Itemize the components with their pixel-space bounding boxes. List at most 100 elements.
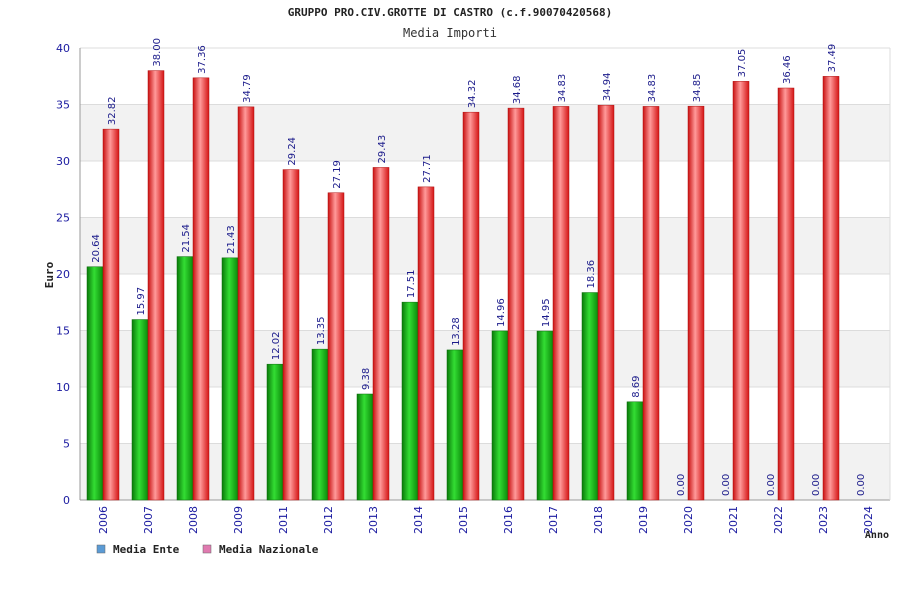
bar-media-nazionale <box>102 128 120 501</box>
y-axis-label: Euro <box>43 261 56 288</box>
x-tick-label: 2007 <box>142 506 155 534</box>
bar-media-nazionale <box>282 169 300 501</box>
x-tick-label: 2024 <box>862 506 875 534</box>
data-label: 0.00 <box>766 474 777 496</box>
bar-media-nazionale <box>192 77 210 501</box>
data-label: 37.49 <box>827 44 838 73</box>
x-tick-label: 2018 <box>592 506 605 534</box>
legend-swatch-media-nazionale <box>202 544 212 554</box>
y-tick-label: 15 <box>56 325 70 338</box>
bar-media-ente <box>266 363 284 501</box>
legend: Media Ente Media Nazionale <box>96 543 319 556</box>
data-label: 27.71 <box>422 154 433 183</box>
data-label: 0.00 <box>856 474 867 496</box>
x-tick-label: 2012 <box>322 506 335 534</box>
data-label: 34.83 <box>647 74 658 103</box>
data-label: 15.97 <box>136 287 147 316</box>
bar-media-nazionale <box>237 106 255 501</box>
data-label: 36.46 <box>782 55 793 84</box>
grid-band <box>80 330 890 387</box>
chart-subtitle: Media Importi <box>403 26 497 40</box>
x-tick-label: 2020 <box>682 506 695 534</box>
grid-band <box>80 104 890 161</box>
data-label: 18.36 <box>586 260 597 289</box>
y-axis-ticks: 0 5 10 15 20 25 30 35 40 <box>56 42 70 507</box>
data-label: 12.02 <box>271 332 282 361</box>
bar-media-nazionale <box>147 70 165 501</box>
grid-band <box>80 217 890 274</box>
bar-media-nazionale <box>552 106 570 501</box>
x-axis-label: Anno <box>865 530 889 541</box>
chart-title: GRUPPO PRO.CIV.GROTTE DI CASTRO (c.f.900… <box>288 6 613 19</box>
data-label: 20.64 <box>91 234 102 263</box>
bar-media-ente <box>536 330 554 501</box>
grid-band <box>80 443 890 500</box>
data-label: 37.36 <box>197 45 208 74</box>
data-labels: 20.64 32.82 15.97 38.00 21.54 37.36 21.43 34.79… <box>91 38 867 496</box>
legend-swatch-media-ente <box>96 544 106 554</box>
y-tick-label: 35 <box>56 99 70 112</box>
bar-media-ente <box>311 348 329 501</box>
data-label: 27.19 <box>332 160 343 189</box>
x-tick-label: 2021 <box>727 506 740 534</box>
bar-media-nazionale <box>372 167 390 501</box>
bar-media-nazionale <box>462 111 480 501</box>
bar-media-nazionale <box>507 107 525 501</box>
x-axis-ticks: 2006 2007 2008 2009 2011 2012 2013 2014 2015 2016… <box>97 506 875 534</box>
bars <box>86 70 840 501</box>
y-tick-label: 25 <box>56 212 70 225</box>
bar-media-ente <box>131 319 149 501</box>
bar-media-ente <box>356 393 374 501</box>
data-label: 13.35 <box>316 317 327 346</box>
data-label: 0.00 <box>811 474 822 496</box>
data-label: 29.24 <box>287 137 298 166</box>
data-label: 34.85 <box>692 74 703 103</box>
data-label: 38.00 <box>152 38 163 67</box>
bar-media-nazionale <box>687 105 705 501</box>
data-label: 34.79 <box>242 74 253 103</box>
data-label: 32.82 <box>107 96 118 125</box>
bar-media-ente <box>491 330 509 501</box>
legend-label-media-nazionale: Media Nazionale <box>219 543 319 556</box>
bar-media-nazionale <box>822 76 840 501</box>
data-label: 34.83 <box>557 74 568 103</box>
x-tick-label: 2016 <box>502 506 515 534</box>
grid-band <box>80 387 890 444</box>
x-tick-label: 2009 <box>232 506 245 534</box>
data-label: 8.69 <box>631 376 642 398</box>
data-label: 17.51 <box>406 269 417 298</box>
x-tick-label: 2015 <box>457 506 470 534</box>
y-tick-label: 5 <box>63 438 70 451</box>
bar-media-nazionale <box>777 87 795 501</box>
data-label: 14.96 <box>496 298 507 327</box>
y-tick-label: 40 <box>56 42 70 55</box>
x-tick-label: 2011 <box>277 506 290 534</box>
data-label: 14.95 <box>541 298 552 327</box>
bar-media-ente <box>626 401 644 501</box>
data-label: 13.28 <box>451 317 462 346</box>
bar-media-nazionale <box>597 104 615 501</box>
data-label: 21.54 <box>181 224 192 253</box>
grid-band <box>80 48 890 105</box>
y-tick-label: 0 <box>63 494 70 507</box>
data-label: 34.32 <box>467 80 478 109</box>
data-label: 0.00 <box>721 474 732 496</box>
legend-label-media-ente: Media Ente <box>113 543 180 556</box>
bar-media-nazionale <box>327 192 345 501</box>
grid-band <box>80 161 890 218</box>
y-tick-label: 20 <box>56 268 70 281</box>
x-tick-label: 2014 <box>412 506 425 534</box>
bar-media-nazionale <box>732 81 750 501</box>
data-label: 29.43 <box>377 135 388 164</box>
data-label: 34.68 <box>512 75 523 104</box>
bar-media-nazionale <box>642 106 660 501</box>
x-tick-label: 2013 <box>367 506 380 534</box>
bar-media-ente <box>446 349 464 501</box>
bar-media-ente <box>581 292 599 501</box>
x-tick-label: 2017 <box>547 506 560 534</box>
data-label: 37.05 <box>737 49 748 78</box>
x-tick-label: 2023 <box>817 506 830 534</box>
bar-media-ente <box>221 257 239 501</box>
grid-band <box>80 274 890 331</box>
